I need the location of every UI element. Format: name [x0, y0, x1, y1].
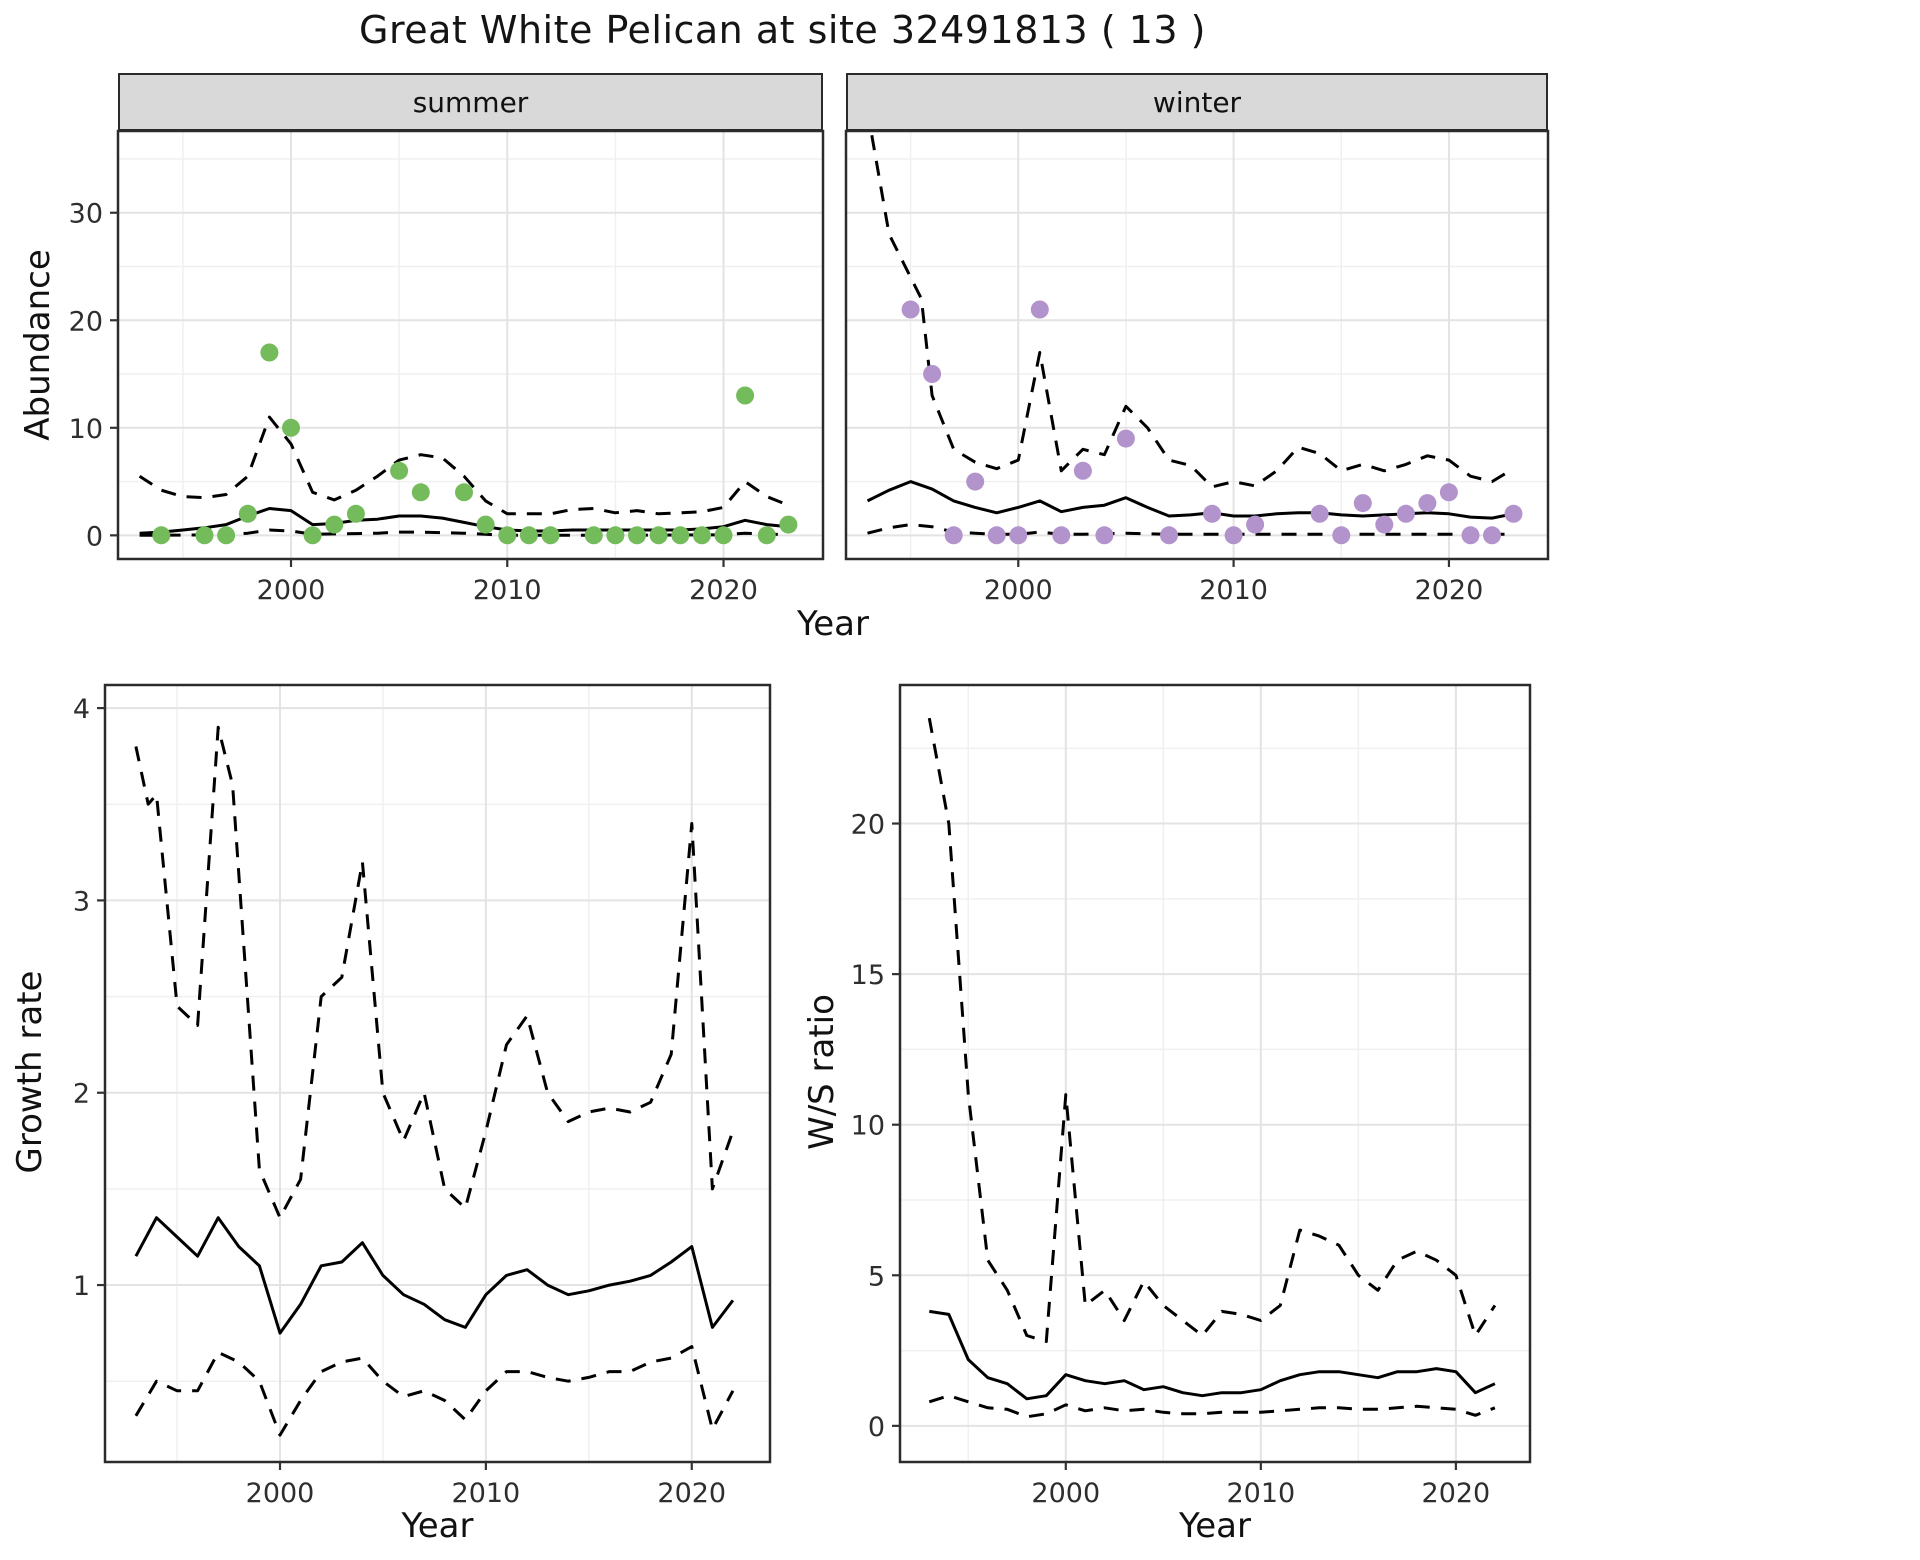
- svg-text:20: 20: [69, 306, 103, 337]
- svg-text:2000: 2000: [984, 575, 1053, 606]
- facet-strip-winter: winter: [846, 73, 1548, 131]
- abundance-axis-label: Abundance: [18, 249, 58, 441]
- svg-text:2010: 2010: [473, 575, 542, 606]
- svg-text:20: 20: [851, 810, 885, 841]
- svg-text:2020: 2020: [657, 1478, 726, 1509]
- svg-text:1: 1: [73, 1271, 90, 1302]
- svg-text:0: 0: [868, 1412, 885, 1443]
- growth-rate-axis-label: Growth rate: [10, 970, 50, 1174]
- svg-text:2010: 2010: [1226, 1478, 1295, 1509]
- facet-strip-winter-label: winter: [1152, 85, 1242, 119]
- svg-text:10: 10: [851, 1111, 885, 1142]
- svg-text:30: 30: [69, 199, 103, 230]
- ws-ratio-axis-label: W/S ratio: [802, 994, 842, 1150]
- svg-text:2000: 2000: [246, 1478, 315, 1509]
- svg-text:2010: 2010: [452, 1478, 521, 1509]
- svg-text:2000: 2000: [257, 575, 326, 606]
- winter-abundance-chart: 2000 2010 2020: [844, 129, 1550, 606]
- svg-text:0: 0: [86, 521, 103, 552]
- facet-strip-summer: summer: [118, 73, 823, 131]
- growth-rate-chart: 2000 2010 2020 1 2 3 4: [73, 683, 772, 1509]
- svg-text:2020: 2020: [1422, 1478, 1491, 1509]
- year-axis-label-bottom-left: Year: [401, 1506, 474, 1546]
- svg-text:15: 15: [851, 960, 885, 991]
- facet-strip-summer-label: summer: [412, 85, 529, 119]
- svg-text:3: 3: [73, 886, 90, 917]
- year-axis-label-bottom-right: Year: [1179, 1506, 1251, 1546]
- summer-abundance-chart: 2000 2010 2020 0 10 20 30: [69, 129, 825, 606]
- year-axis-label-top: Year: [797, 604, 869, 644]
- svg-text:2: 2: [73, 1079, 90, 1110]
- svg-text:5: 5: [868, 1261, 885, 1292]
- figure-title: Great White Pelican at site 32491813 ( 1…: [359, 8, 1206, 52]
- svg-text:2020: 2020: [689, 575, 758, 606]
- svg-text:4: 4: [73, 694, 90, 725]
- svg-text:10: 10: [69, 414, 103, 445]
- svg-text:2000: 2000: [1031, 1478, 1100, 1509]
- svg-text:2010: 2010: [1199, 575, 1268, 606]
- ws-ratio-chart: 2000 2010 2020 0 5 10 15 20: [851, 683, 1532, 1509]
- svg-text:2020: 2020: [1415, 575, 1484, 606]
